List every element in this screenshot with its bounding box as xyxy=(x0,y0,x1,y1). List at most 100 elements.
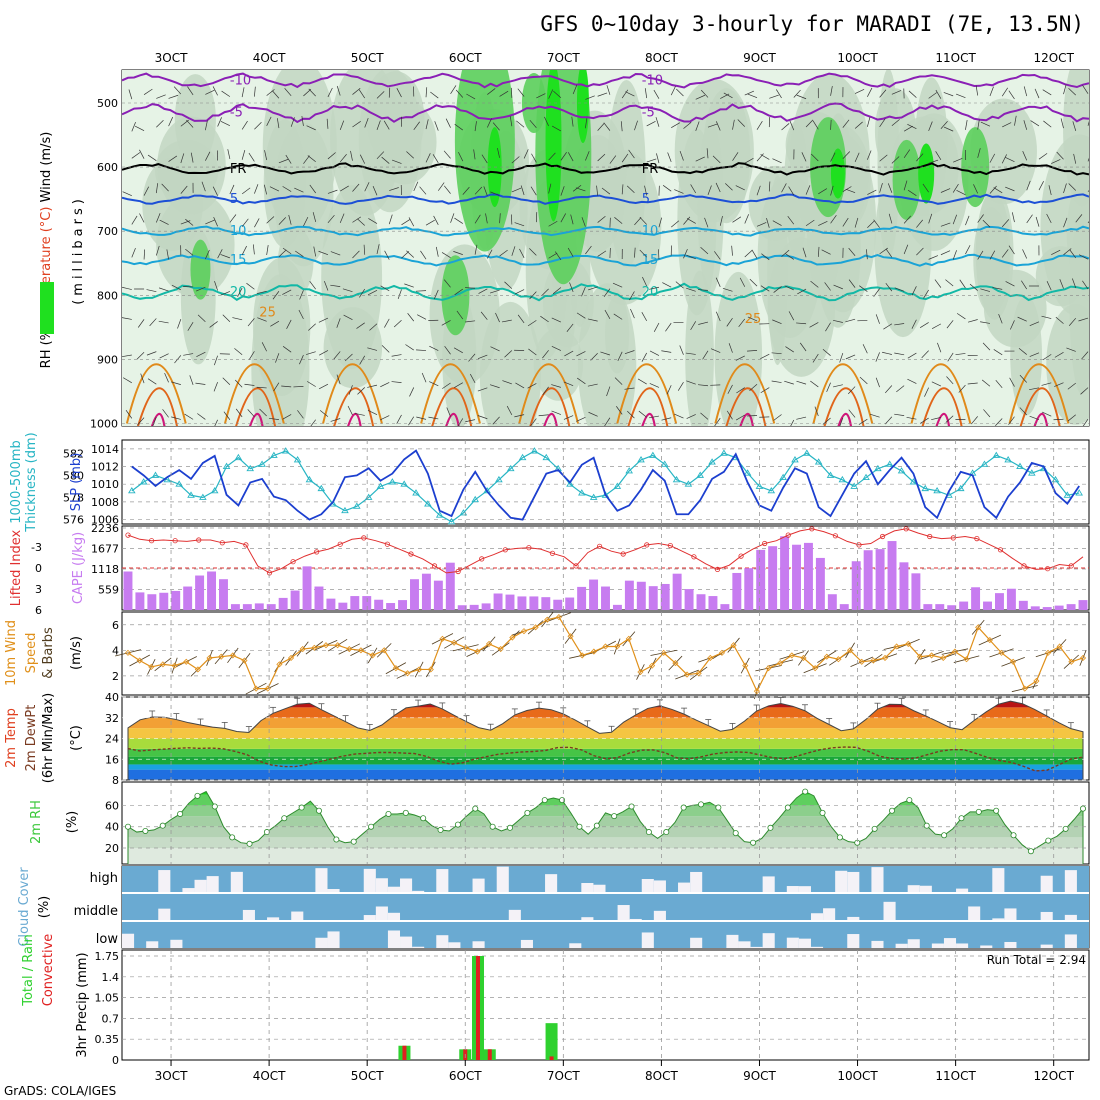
wind-barb xyxy=(873,219,880,228)
cape-bar xyxy=(207,571,217,610)
cape-bar xyxy=(923,604,933,610)
wind-barb xyxy=(967,382,978,385)
rh-point xyxy=(350,838,357,845)
wind-barb xyxy=(528,348,537,356)
wind-barb xyxy=(122,354,132,358)
wind-barb xyxy=(674,413,684,419)
wind-barb xyxy=(894,413,905,416)
wind-barb xyxy=(945,279,954,287)
wind-barb xyxy=(409,387,415,397)
wind-barb xyxy=(391,381,402,383)
cloud-clear-cell xyxy=(895,943,908,948)
isotherm-35 xyxy=(543,413,558,426)
wind-barb xyxy=(514,414,525,418)
rh-high-area xyxy=(454,70,515,252)
wind-barb xyxy=(940,121,948,129)
rh-high-area xyxy=(190,239,211,300)
wind-barb xyxy=(1022,249,1028,259)
wind-barb xyxy=(477,354,488,359)
wind-speed-point xyxy=(730,642,737,649)
wind-barb xyxy=(1029,387,1040,391)
isotherm-30 xyxy=(921,387,963,426)
cloud-clear-cell xyxy=(315,937,328,948)
wind-barb xyxy=(585,118,588,129)
cloud-clear-cell xyxy=(508,909,521,920)
wind-barb xyxy=(269,186,280,192)
wind-barb xyxy=(380,285,390,292)
wind-barb xyxy=(995,418,1003,426)
wind-barb xyxy=(457,418,464,426)
li-point xyxy=(832,533,839,539)
cape-bar xyxy=(887,541,897,610)
top-date-label: 10OCT xyxy=(837,51,878,65)
wind-barb xyxy=(487,88,496,95)
rh-point xyxy=(246,840,253,847)
wind-barb xyxy=(947,352,954,362)
wind-barb xyxy=(879,118,886,128)
wind-barb xyxy=(213,217,218,227)
wind-barb xyxy=(690,321,697,331)
rh-contour-area xyxy=(1040,134,1089,318)
wind-barb xyxy=(367,289,378,296)
cloud-clear-cell xyxy=(291,911,304,920)
wind-speed-point xyxy=(462,644,469,651)
wind-speed-point xyxy=(474,648,481,655)
wind-barb xyxy=(384,318,390,328)
wind-barb xyxy=(805,185,811,195)
thickness-point xyxy=(1063,491,1072,498)
cloud-ylabel: Cloud Cover xyxy=(17,867,32,947)
isotherm-25 xyxy=(812,363,874,424)
wind-barb xyxy=(257,317,267,322)
cape-bar xyxy=(792,544,801,610)
rh-saturated-area xyxy=(918,143,935,204)
cape-bar xyxy=(1006,588,1016,610)
wind-barb xyxy=(604,309,611,319)
thickness-point xyxy=(542,453,551,461)
wind-barb xyxy=(509,116,513,127)
wind-barb xyxy=(796,322,807,325)
cape-bar xyxy=(433,580,443,610)
rh-tick-label: 60 xyxy=(105,799,119,812)
cloud-clear-cell xyxy=(1064,914,1077,920)
wind-barb xyxy=(1081,351,1089,360)
wind-barb xyxy=(520,185,525,196)
thickness-point xyxy=(353,502,361,509)
wind-barb xyxy=(487,118,492,128)
wind-speed-point xyxy=(998,649,1005,656)
wind-barb xyxy=(969,283,978,291)
rh-point xyxy=(628,803,635,810)
wind-speed-point xyxy=(369,652,376,659)
wind-barb xyxy=(1075,214,1083,223)
wind-barb xyxy=(1082,85,1089,94)
wind-barb xyxy=(683,216,691,225)
wind-barb xyxy=(644,185,648,196)
wind-barb xyxy=(679,345,684,355)
wind-barb xyxy=(433,289,439,300)
wind-barb xyxy=(401,219,411,226)
wind-barb xyxy=(977,214,984,223)
wind-barb xyxy=(1038,153,1048,160)
rh-point xyxy=(993,807,1000,814)
credit-text: GrADS: COLA/IGES xyxy=(4,1084,116,1098)
wind-panel: 2 4 6 10m Wind Speed & Barbs (m/s) xyxy=(4,612,1089,700)
wind-barb xyxy=(171,284,182,291)
wind-barb xyxy=(229,184,235,195)
wind-barb xyxy=(327,152,336,160)
wind-barb xyxy=(147,378,157,385)
wind-barb xyxy=(266,116,272,126)
rh-point xyxy=(315,807,322,814)
wind-barb xyxy=(261,342,267,352)
wind-barb xyxy=(1063,217,1068,228)
wind-barb xyxy=(830,119,832,130)
li-point xyxy=(549,550,556,556)
wind-barb xyxy=(1001,249,1009,258)
wind-barb xyxy=(916,153,924,162)
wind-barb xyxy=(928,121,933,131)
rh-point xyxy=(524,809,531,816)
cloud-clear-cell xyxy=(690,871,703,892)
cape-bar xyxy=(505,594,515,610)
wind-barb xyxy=(812,353,819,363)
thickness-point xyxy=(495,475,503,483)
wind-barb xyxy=(576,416,586,422)
temp-tick-label: 8 xyxy=(112,774,119,787)
